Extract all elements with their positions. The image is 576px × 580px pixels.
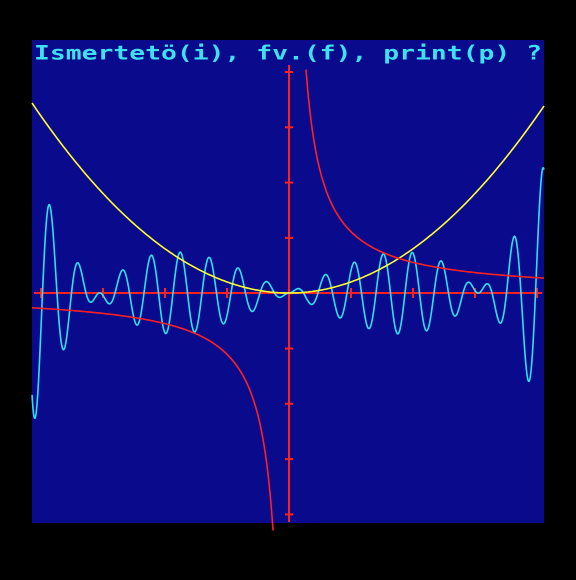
hyperbola-right [305, 69, 545, 279]
parabola-curve [31, 102, 545, 294]
hyperbola-left [32, 307, 274, 531]
prompt: Ismertetö(i), fv.(f), print(p) ? [34, 42, 542, 65]
curves [31, 69, 545, 531]
